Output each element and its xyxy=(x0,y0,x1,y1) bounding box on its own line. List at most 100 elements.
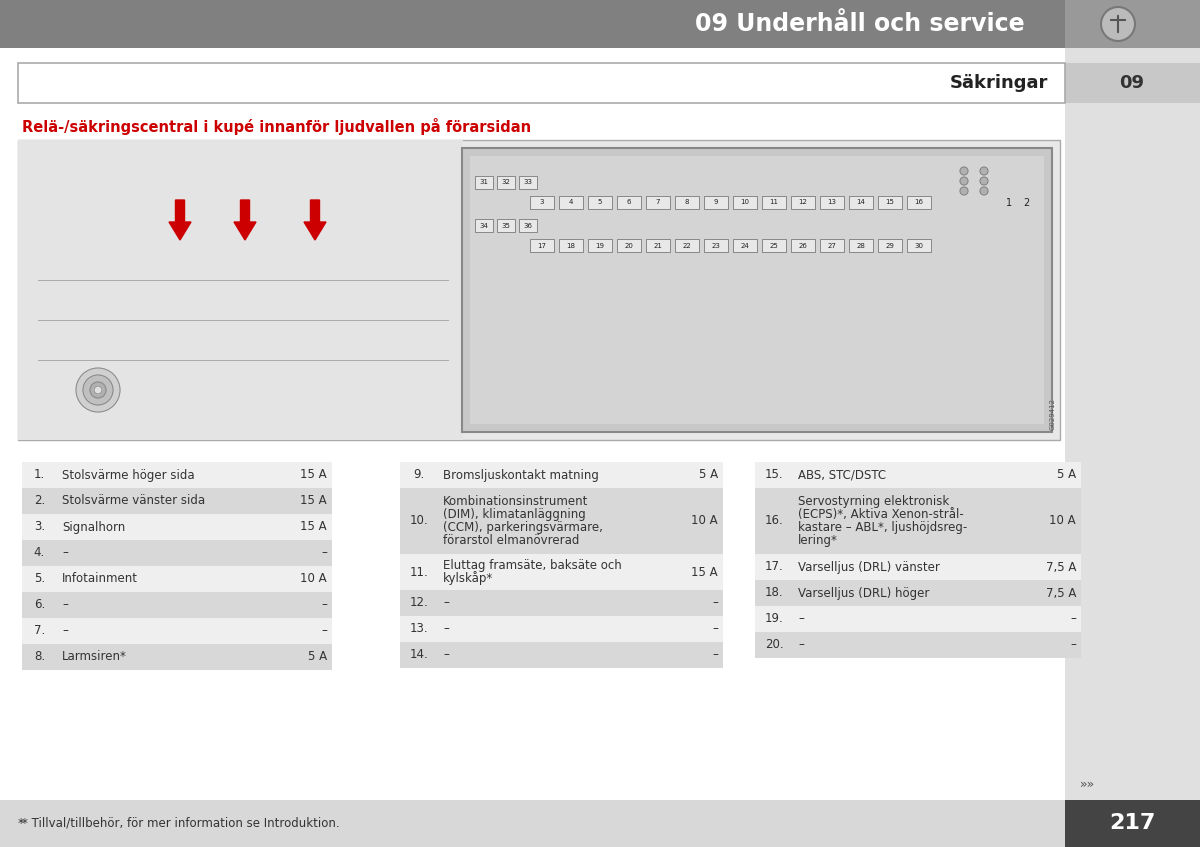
Text: –: – xyxy=(798,639,804,651)
Text: 33: 33 xyxy=(523,180,533,185)
Text: –: – xyxy=(443,596,449,610)
Bar xyxy=(22,462,332,488)
Text: 23: 23 xyxy=(712,242,720,248)
Text: –: – xyxy=(322,546,326,560)
Text: 1: 1 xyxy=(1006,197,1012,208)
Text: 6: 6 xyxy=(626,200,631,206)
Text: Kombinationsinstrument: Kombinationsinstrument xyxy=(443,495,588,508)
Text: –: – xyxy=(322,599,326,612)
Bar xyxy=(1066,63,1200,103)
Bar xyxy=(18,140,1060,440)
Text: 3: 3 xyxy=(540,200,545,206)
Text: 20: 20 xyxy=(624,242,634,248)
Bar xyxy=(0,800,1066,847)
Bar xyxy=(520,176,538,189)
FancyArrow shape xyxy=(234,200,256,240)
Bar xyxy=(400,590,722,616)
Bar xyxy=(475,219,493,232)
Text: 11: 11 xyxy=(769,200,779,206)
Circle shape xyxy=(960,177,968,185)
Text: * Tillval/tillbehör, för mer information se Introduktion.: * Tillval/tillbehör, för mer information… xyxy=(22,817,340,829)
Circle shape xyxy=(94,386,102,394)
Bar xyxy=(400,616,722,642)
Bar xyxy=(530,239,554,252)
Bar xyxy=(588,196,612,209)
Bar xyxy=(617,239,641,252)
Circle shape xyxy=(90,382,106,398)
FancyArrow shape xyxy=(304,200,326,240)
Text: –: – xyxy=(712,623,718,635)
Text: 2: 2 xyxy=(1022,197,1030,208)
Text: lering*: lering* xyxy=(798,534,838,547)
Bar xyxy=(733,239,757,252)
Text: 21: 21 xyxy=(654,242,662,248)
Text: Eluttag framsäte, baksäte och: Eluttag framsäte, baksäte och xyxy=(443,559,622,572)
Text: 9.: 9. xyxy=(413,468,425,481)
Text: 18: 18 xyxy=(566,242,576,248)
Text: *: * xyxy=(18,817,24,829)
Text: 15.: 15. xyxy=(764,468,784,481)
Bar xyxy=(470,156,1044,424)
Bar xyxy=(646,196,670,209)
Bar xyxy=(400,642,722,668)
Bar xyxy=(617,196,641,209)
Bar xyxy=(1066,48,1200,847)
Text: Servostyrning elektronisk: Servostyrning elektronisk xyxy=(798,495,949,508)
Text: 8: 8 xyxy=(685,200,689,206)
Text: 28: 28 xyxy=(857,242,865,248)
Text: 15 A: 15 A xyxy=(300,521,326,534)
Bar xyxy=(704,239,728,252)
Bar xyxy=(646,239,670,252)
Text: 5 A: 5 A xyxy=(1057,468,1076,481)
Text: –: – xyxy=(443,649,449,662)
Bar xyxy=(1066,0,1200,48)
Text: (CCM), parkeringsvärmare,: (CCM), parkeringsvärmare, xyxy=(443,521,602,534)
Bar xyxy=(733,196,757,209)
Bar xyxy=(704,196,728,209)
Bar xyxy=(22,618,332,644)
Text: 4.: 4. xyxy=(34,546,46,560)
Text: Stolsvärme höger sida: Stolsvärme höger sida xyxy=(62,468,194,481)
Text: 5 A: 5 A xyxy=(698,468,718,481)
Text: 27: 27 xyxy=(828,242,836,248)
Text: 25: 25 xyxy=(769,242,779,248)
Text: –: – xyxy=(62,546,68,560)
FancyArrow shape xyxy=(169,200,191,240)
Bar xyxy=(400,488,722,554)
Bar xyxy=(907,196,931,209)
Bar xyxy=(18,140,463,440)
Circle shape xyxy=(980,187,988,195)
Text: 9: 9 xyxy=(714,200,719,206)
Text: 10 A: 10 A xyxy=(1049,514,1076,528)
Text: 2.: 2. xyxy=(34,495,46,507)
Bar xyxy=(755,580,1081,606)
Text: 15 A: 15 A xyxy=(300,495,326,507)
Text: G029412: G029412 xyxy=(1050,398,1056,430)
Bar xyxy=(520,219,538,232)
Bar xyxy=(497,219,515,232)
Text: Infotainment: Infotainment xyxy=(62,573,138,585)
Text: 10.: 10. xyxy=(409,514,428,528)
Text: 24: 24 xyxy=(740,242,749,248)
Text: 13.: 13. xyxy=(409,623,428,635)
Bar xyxy=(791,196,815,209)
Text: 1.: 1. xyxy=(34,468,46,481)
Text: förarstol elmanövrerad: förarstol elmanövrerad xyxy=(443,534,580,547)
Text: 12.: 12. xyxy=(409,596,428,610)
Text: 7.: 7. xyxy=(34,624,46,638)
Text: 10: 10 xyxy=(740,200,750,206)
Text: 8.: 8. xyxy=(34,650,46,663)
Text: 14: 14 xyxy=(857,200,865,206)
Bar xyxy=(400,462,722,488)
Bar xyxy=(530,196,554,209)
Text: 30: 30 xyxy=(914,242,924,248)
Bar xyxy=(462,148,1052,432)
Bar xyxy=(22,644,332,670)
Text: 12: 12 xyxy=(798,200,808,206)
Bar xyxy=(762,196,786,209)
Circle shape xyxy=(76,368,120,412)
Text: Varselljus (DRL) vänster: Varselljus (DRL) vänster xyxy=(798,561,940,573)
Bar xyxy=(907,239,931,252)
Text: Bromsljuskontakt matning: Bromsljuskontakt matning xyxy=(443,468,599,481)
Text: –: – xyxy=(62,599,68,612)
